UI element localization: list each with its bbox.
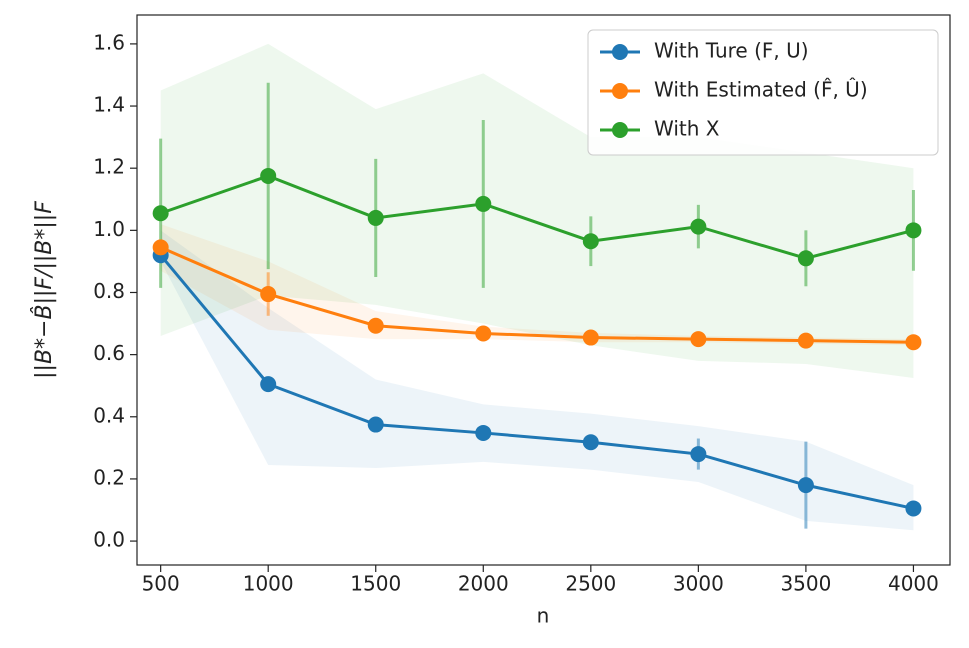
legend-label: With X [654, 117, 720, 141]
point [475, 424, 492, 441]
y-tick-label: 1.2 [93, 155, 125, 179]
point [152, 205, 169, 222]
x-tick-label: 500 [142, 572, 180, 596]
y-tick-label: 0.8 [93, 279, 125, 303]
point [367, 317, 384, 334]
x-axis-label: n [537, 604, 550, 628]
plot-frame [136, 14, 951, 566]
line [159, 254, 914, 510]
point [260, 167, 277, 184]
point [367, 209, 384, 226]
point [797, 332, 814, 349]
point [905, 334, 922, 351]
point [582, 329, 599, 346]
y-tick-label: 1.6 [93, 30, 125, 54]
y-tick-label: 1.0 [93, 217, 125, 241]
y-tick-label: 1.4 [93, 93, 125, 117]
point [260, 376, 277, 393]
point [582, 233, 599, 250]
band [160, 224, 914, 346]
line [160, 174, 914, 260]
x-tick-label: 1500 [350, 572, 401, 596]
point [905, 500, 922, 517]
x-tick-label: 3000 [673, 572, 724, 596]
point [797, 250, 814, 267]
point [582, 434, 599, 451]
point [152, 239, 169, 256]
band [160, 43, 914, 378]
point [905, 222, 922, 239]
x-tick-label: 2500 [565, 572, 616, 596]
x-tick-label: 4000 [888, 572, 939, 596]
legend: With Ture (F, U) With Estimated (F̂, Û) Wi… [587, 29, 939, 156]
point [690, 446, 707, 463]
legend-marker [612, 122, 628, 138]
x-tick-label: 3500 [780, 572, 831, 596]
y-tick-label: 0.4 [93, 403, 125, 427]
point [690, 218, 707, 235]
legend-box [587, 29, 939, 156]
legend-label: With Estimated (F̂, Û) [654, 78, 868, 102]
line [160, 246, 914, 344]
legend-label: With Ture (F, U) [654, 39, 809, 63]
point [690, 331, 707, 348]
x-tick-label: 1000 [243, 572, 294, 596]
point [475, 195, 492, 212]
point [260, 286, 277, 303]
legend-marker [612, 83, 628, 99]
y-tick-label: 0.6 [93, 341, 125, 365]
y-tick-label: 0.0 [93, 528, 125, 552]
x-tick-label: 2000 [458, 572, 509, 596]
point [475, 325, 492, 342]
point [367, 416, 384, 433]
band [160, 230, 914, 531]
y-axis-label: ||B*−B̂||F/||B*||F [31, 201, 57, 379]
y-tick-label: 0.2 [93, 465, 125, 489]
legend-marker [612, 44, 628, 60]
point [797, 477, 814, 494]
